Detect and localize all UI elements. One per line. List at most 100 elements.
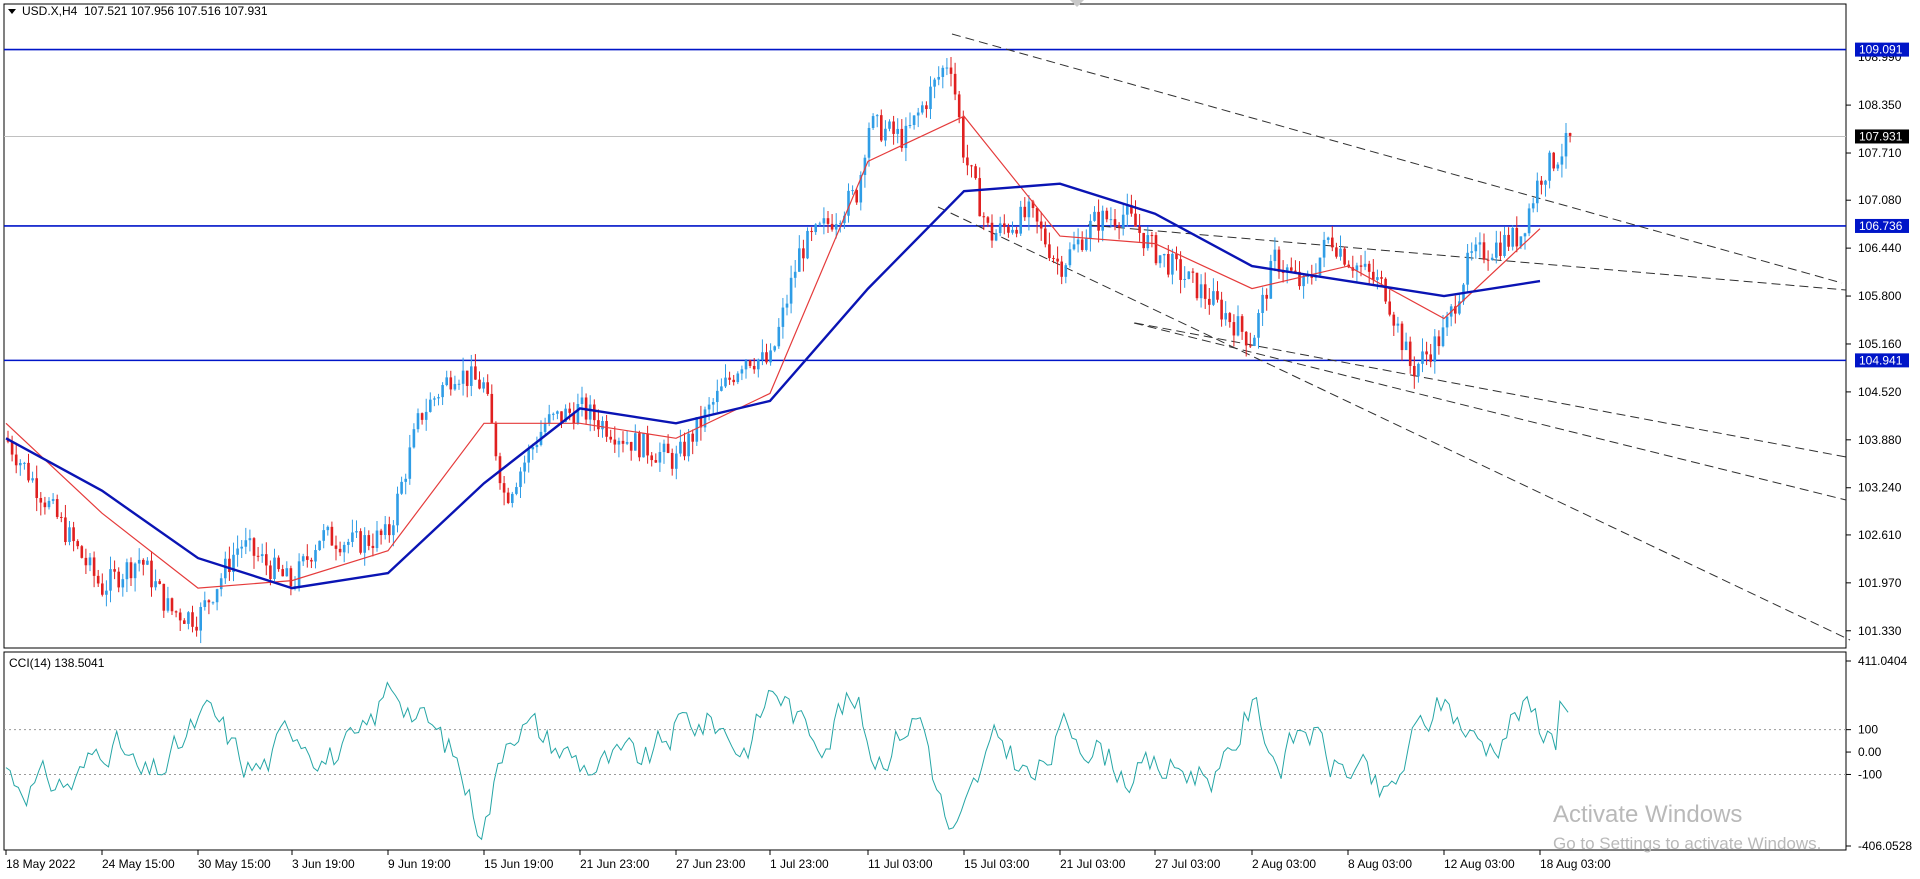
symbol-menu-triangle-icon[interactable] xyxy=(8,9,16,14)
candle-body xyxy=(1523,233,1527,237)
price-tick-label: 103.880 xyxy=(1858,433,1902,447)
candle-body xyxy=(597,420,600,430)
candle-body xyxy=(793,271,797,278)
candle-body xyxy=(1146,235,1150,249)
candle-body xyxy=(10,441,14,455)
collapse-arrow-icon[interactable] xyxy=(1070,0,1084,7)
candle-body xyxy=(1285,267,1289,273)
chart-ohlc: 107.521 107.956 107.516 107.931 xyxy=(84,4,268,18)
cci-tick-label: -406.0528 xyxy=(1858,839,1912,853)
candle-body xyxy=(736,373,740,383)
candle-body xyxy=(35,478,38,499)
candle-body xyxy=(1339,248,1342,257)
candle-body xyxy=(244,540,248,547)
candle-body xyxy=(1400,323,1404,351)
candle-body xyxy=(1437,336,1441,347)
candle-body xyxy=(1384,278,1387,302)
candle-body xyxy=(1089,220,1092,239)
candle-body xyxy=(1167,254,1170,275)
candle-body xyxy=(1162,254,1166,256)
candle-body xyxy=(1195,272,1199,299)
candle-body xyxy=(1486,259,1490,261)
trendline[interactable] xyxy=(1133,322,1847,501)
candle-body xyxy=(1536,180,1539,204)
candle-body xyxy=(593,404,596,421)
candle-body xyxy=(199,606,202,631)
moving-average-fast xyxy=(5,115,1541,589)
candle-body xyxy=(1441,327,1445,347)
candle-body xyxy=(162,583,166,611)
candle-body xyxy=(19,462,22,466)
candle-body xyxy=(724,377,727,387)
candle-body xyxy=(588,404,592,420)
main-pane[interactable] xyxy=(3,3,1847,649)
candle-body xyxy=(125,562,129,580)
candle-body xyxy=(1003,223,1006,227)
price-tick-label: 105.160 xyxy=(1858,337,1902,351)
candle-body xyxy=(871,116,875,128)
candle-body xyxy=(1499,242,1502,256)
candle-body xyxy=(896,128,899,134)
candle-body xyxy=(351,532,354,542)
candle-body xyxy=(84,557,88,566)
candle-body xyxy=(974,166,977,179)
candle-body xyxy=(121,579,125,588)
candle-body xyxy=(191,612,194,627)
activation-watermark-title: Activate Windows xyxy=(1553,801,1743,828)
candle-body xyxy=(1183,278,1186,280)
candle-body xyxy=(834,224,838,230)
candle-body xyxy=(982,216,986,218)
candle-body xyxy=(224,558,227,579)
level-price-label: 109.091 xyxy=(1859,43,1903,57)
candle-body xyxy=(621,440,625,444)
candle-body xyxy=(1515,227,1519,247)
candle-body xyxy=(847,190,850,216)
candle-body xyxy=(646,433,649,456)
axes: 108.350 107.710 107.080 106.440 105.800 105.1… xyxy=(5,42,1912,871)
candle-body xyxy=(1417,363,1420,377)
candle-body xyxy=(966,157,969,166)
candle-body xyxy=(494,422,498,457)
candle-body xyxy=(27,462,30,481)
candle-body xyxy=(921,105,924,113)
candle-body xyxy=(945,67,949,69)
candle-body xyxy=(203,600,207,607)
candle-body xyxy=(1507,234,1510,247)
candle-body xyxy=(1027,201,1031,218)
candle-body xyxy=(1044,228,1047,245)
candle-body xyxy=(416,413,420,430)
candle-body xyxy=(322,530,325,541)
candle-body xyxy=(998,223,1002,234)
candle-body xyxy=(900,128,904,149)
candle-body xyxy=(43,502,47,508)
candle-body xyxy=(457,383,461,385)
candle-body xyxy=(281,569,284,577)
time-tick-label: 15 Jul 03:00 xyxy=(964,857,1030,871)
level-price-label: 104.941 xyxy=(1859,353,1903,367)
candle-body xyxy=(1421,351,1424,364)
candle-body xyxy=(441,385,444,398)
candle-body xyxy=(1011,229,1014,233)
activation-watermark-subtitle: Go to Settings to activate Windows. xyxy=(1553,834,1822,853)
candle-body xyxy=(1269,261,1273,299)
candle-body xyxy=(953,73,957,95)
candle-body xyxy=(1130,205,1133,214)
candle-body xyxy=(826,218,830,224)
trendline[interactable] xyxy=(937,206,1851,641)
trendline[interactable] xyxy=(951,33,1843,284)
candle-body xyxy=(392,525,395,536)
candle-body xyxy=(506,492,510,504)
candle-body xyxy=(437,397,440,399)
indicator-pane[interactable] xyxy=(3,651,1847,851)
candle-body xyxy=(1326,237,1330,240)
candle-body xyxy=(769,350,772,363)
candle-body xyxy=(170,598,174,612)
candle-body xyxy=(76,541,79,547)
candle-body xyxy=(576,404,580,424)
candle-body xyxy=(888,121,891,129)
candle-body xyxy=(1556,164,1560,169)
candle-body xyxy=(675,453,678,469)
candle-body xyxy=(482,382,485,389)
candle-body xyxy=(1552,152,1555,169)
